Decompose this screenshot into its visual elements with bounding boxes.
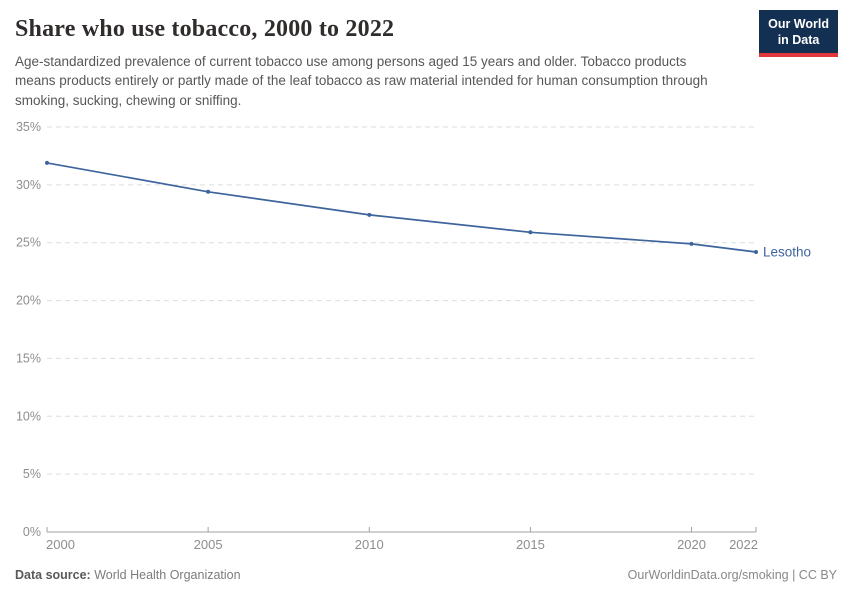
owid-logo-line2: in Data (777, 33, 820, 47)
chart-footer: Data source: World Health Organization O… (15, 568, 837, 582)
x-axis-tick-label: 2022 (729, 537, 758, 552)
data-point (367, 212, 372, 217)
y-axis-tick-label: 30% (16, 178, 41, 192)
footer-license-link[interactable]: OurWorldinData.org/smoking | CC BY (627, 568, 837, 582)
data-point (754, 250, 758, 254)
owid-logo-line1: Our World (768, 17, 829, 31)
data-point (45, 160, 49, 165)
chart-subtitle: Age-standardized prevalence of current t… (15, 54, 708, 108)
data-point (689, 241, 694, 246)
y-axis-tick-label: 35% (16, 120, 41, 134)
page-title: Share who use tobacco, 2000 to 2022 (15, 16, 395, 42)
entity-label[interactable]: Lesotho (763, 244, 811, 259)
x-axis: 2000 2005 2010 2015 2020 2022 (46, 527, 758, 552)
y-axis-tick-label: 0% (23, 525, 41, 539)
x-axis-tick-label: 2015 (516, 537, 545, 552)
y-axis-tick-label: 15% (16, 351, 41, 365)
data-source-label: Data source: (15, 568, 91, 582)
x-axis-tick-label: 2010 (355, 537, 384, 552)
data-source: Data source: World Health Organization (15, 568, 241, 582)
x-axis-tick-label: 2020 (677, 537, 706, 552)
data-source-value: World Health Organization (90, 568, 241, 582)
owid-logo: Our World in Data (759, 10, 838, 57)
x-axis-tick-label: 2000 (46, 537, 75, 552)
y-axis-tick-label: 25% (16, 236, 41, 250)
data-point (528, 230, 533, 235)
y-axis-tick-label: 10% (16, 409, 41, 423)
y-axis-tick-label: 5% (23, 467, 41, 481)
y-axis-tick-label: 20% (16, 294, 41, 308)
data-point (206, 189, 211, 194)
x-axis-tick-label: 2005 (194, 537, 223, 552)
series-lines: Lesotho (45, 160, 811, 259)
gridlines (47, 126, 756, 475)
series-line-lesotho (46, 162, 757, 253)
y-axis-labels: 0% 5% 10% 15% 20% 25% 30% 35% (16, 120, 41, 539)
line-chart[interactable]: 0%5%10%15%20%25%30%35% 2000 2005 2010 2015 2… (0, 110, 850, 565)
